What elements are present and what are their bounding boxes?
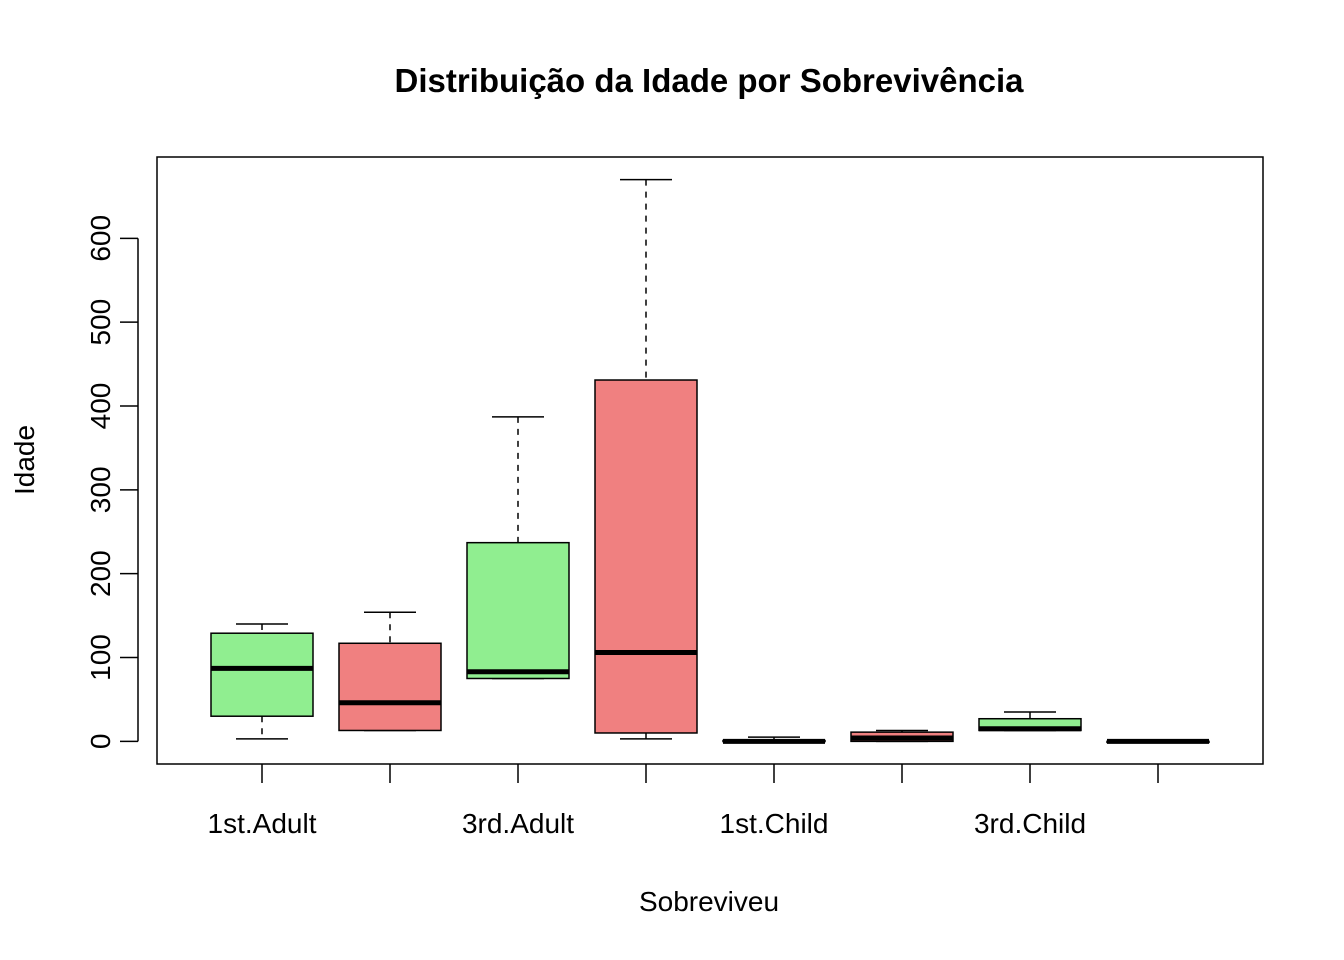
y-tick-label: 500 [85,299,116,346]
box-iqr [338,642,442,732]
box-4 [594,178,698,740]
x-tick-label: 3rd.Adult [462,808,574,839]
box-5 [722,736,826,744]
plot-frame [156,156,1264,765]
y-tick-label: 200 [85,550,116,597]
box-6 [850,729,954,743]
y-tick-label: 0 [85,734,116,750]
y-tick-label: 600 [85,215,116,262]
box-3 [466,416,570,680]
x-axis-label: Sobreviveu [639,886,779,917]
chart-title: Distribuição da Idade por Sobrevivência [394,62,1024,99]
box-7 [978,711,1082,732]
y-tick-label: 100 [85,634,116,681]
x-tick-label: 3rd.Child [974,808,1086,839]
y-tick-label: 300 [85,466,116,513]
y-axis: 0 100 200 300 400 500 600 [85,215,139,750]
box-iqr [466,541,570,680]
x-tick-label: 1st.Child [720,808,829,839]
x-axis: 1st.Adult 3rd.Adult 1st.Child 3rd.Child [208,764,1159,839]
y-axis-label: Idade [9,425,40,495]
box-series [210,178,1210,744]
box-iqr [210,632,314,717]
box-1 [210,623,314,740]
x-tick-label: 1st.Adult [208,808,317,839]
box-2 [338,611,442,732]
box-8 [1106,738,1210,744]
box-iqr [594,379,698,734]
y-tick-label: 400 [85,383,116,430]
